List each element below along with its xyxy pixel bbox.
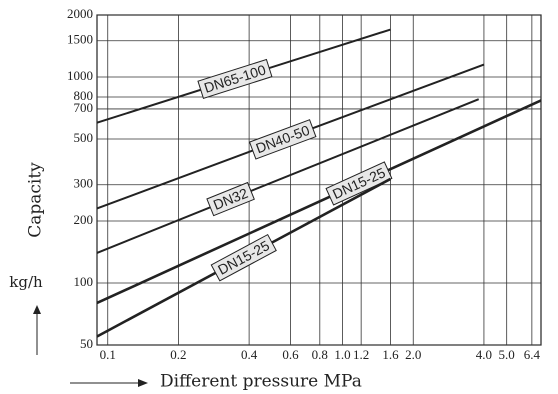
x-arrow-head (138, 379, 148, 387)
y-tick-label: 200 (74, 212, 94, 227)
series-line (96, 99, 542, 305)
label-box (206, 181, 255, 217)
label-box (197, 58, 273, 99)
plot-frame (96, 14, 542, 346)
label-box (210, 233, 277, 282)
label-box (325, 161, 393, 206)
x-tick-label: 0.2 (170, 347, 186, 362)
series-line (96, 98, 480, 254)
series-name: DN65-100 (202, 61, 268, 96)
x-tick-label: 6.4 (524, 347, 541, 362)
series-label: DN32 (206, 181, 255, 217)
x-tick-label: 2.0 (405, 347, 421, 362)
y-tick-label: 300 (74, 176, 94, 191)
y-tick-label: 50 (80, 336, 93, 351)
y-unit: kg/h (9, 273, 43, 291)
x-tick-label: 0.6 (282, 347, 299, 362)
label-box (248, 119, 317, 160)
series-label: DN15-25 (210, 233, 277, 282)
x-tick-label: 1.2 (353, 347, 369, 362)
x-tick-label: 1.6 (382, 347, 399, 362)
x-axis-title: Different pressure MPa (160, 372, 362, 392)
y-axis-title: Capacity (26, 162, 46, 238)
x-tick-label: 0.1 (100, 347, 116, 362)
y-tick-label: 800 (74, 88, 94, 103)
y-tick-label: 100 (74, 274, 94, 289)
x-tick-label: 4.0 (476, 347, 492, 362)
y-tick-label: 1000 (67, 68, 93, 83)
y-tick-label: 700 (74, 100, 94, 115)
series-label: DN65-100 (197, 58, 273, 99)
y-tick-label: 1500 (67, 32, 93, 47)
x-tick-label: 1.0 (334, 347, 350, 362)
y-arrow-head (33, 305, 41, 314)
series-name: DN40-50 (254, 122, 312, 157)
x-tick-label: 0.4 (241, 347, 258, 362)
y-tick-label: 2000 (67, 6, 93, 21)
x-tick-label: 0.8 (312, 347, 328, 362)
y-tick-label: 500 (74, 130, 94, 145)
x-tick-label: 5.0 (499, 347, 515, 362)
series-label: DN40-50 (248, 119, 317, 160)
